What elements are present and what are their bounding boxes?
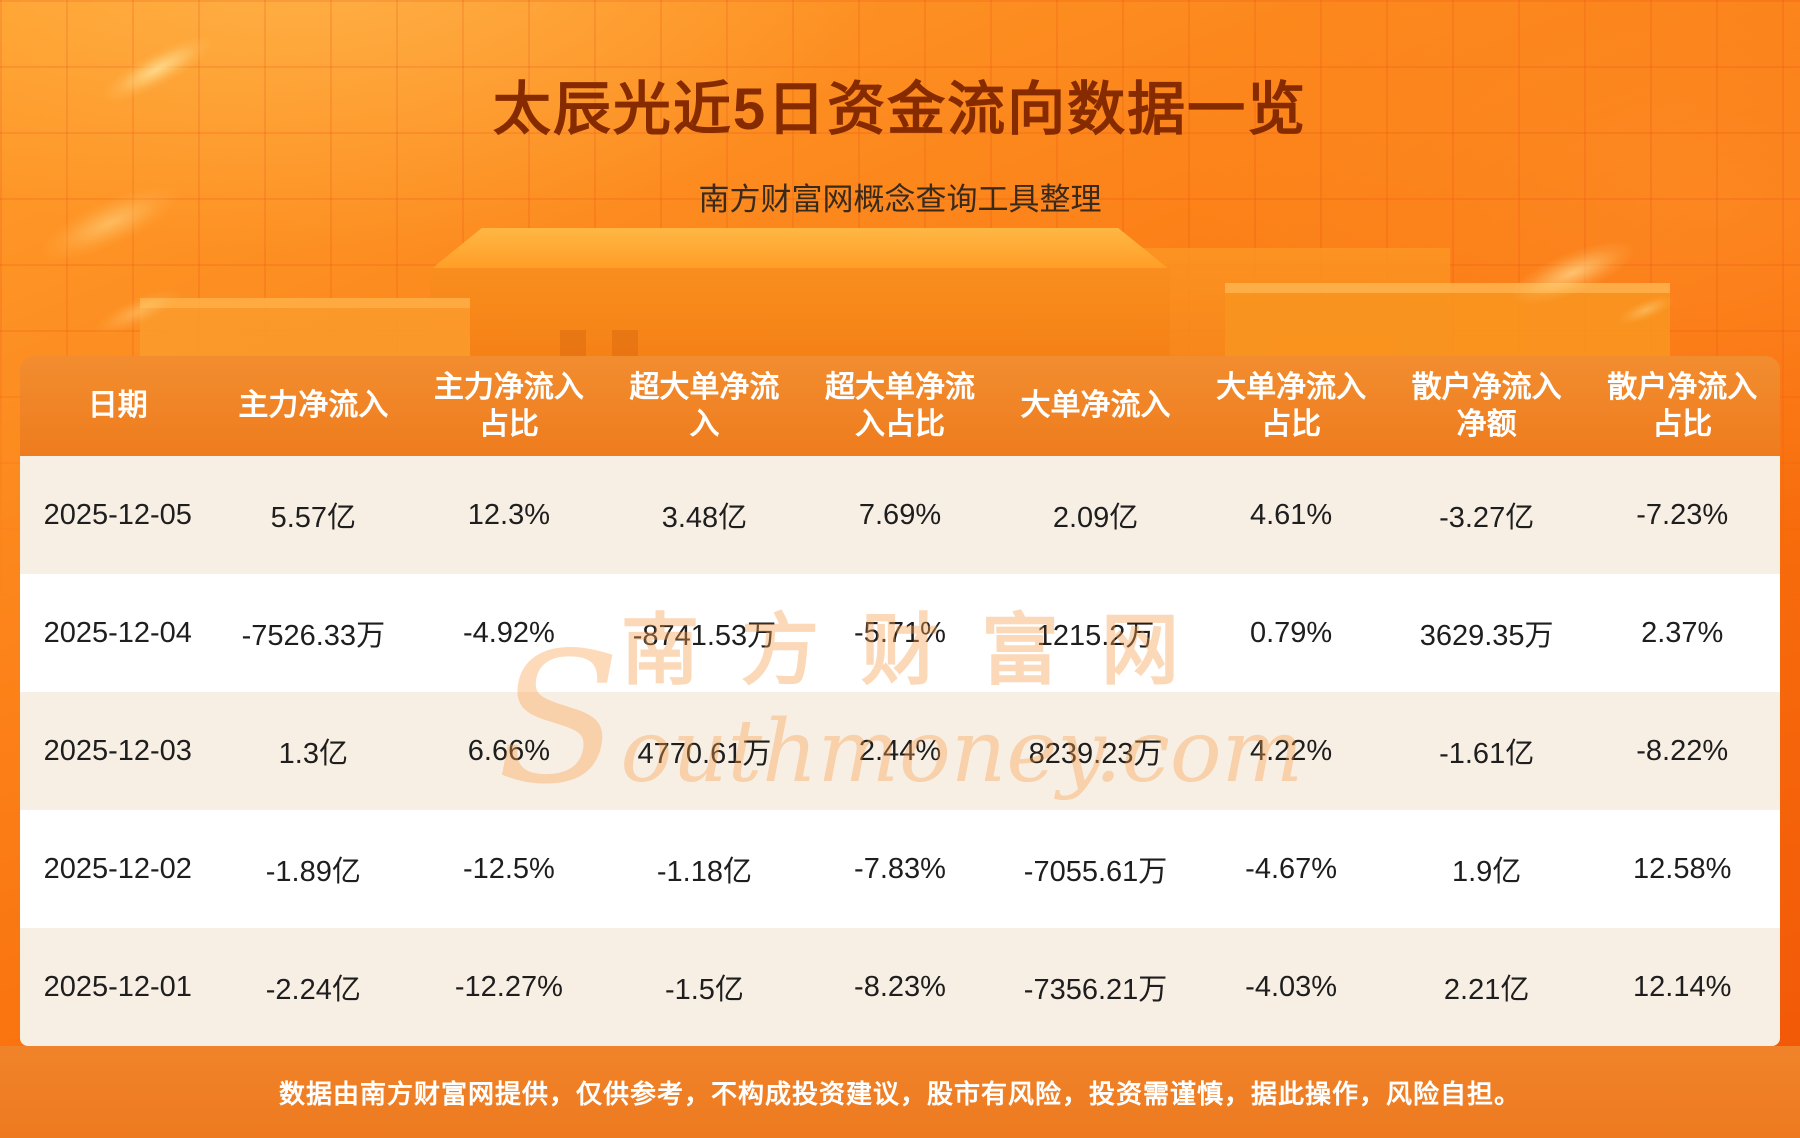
value-cell: 6.66% <box>467 734 550 767</box>
value-cell: -4.92% <box>462 616 555 649</box>
value-cell: -1.5亿 <box>664 974 744 1006</box>
value-cell: 3.48亿 <box>661 502 748 534</box>
value-cell: 8239.23万 <box>1028 738 1163 770</box>
table-row: 2025-12-01 -2.24亿 -12.27% -1.5亿 -8.23% -7356.… <box>20 928 1780 1046</box>
value-cell: 1.3亿 <box>278 738 348 770</box>
value-cell: -7356.21万 <box>1023 974 1168 1006</box>
value-cell: 12.58% <box>1633 852 1732 885</box>
value-cell: 4.22% <box>1249 734 1333 767</box>
column-header: 散户净流入净额 <box>1411 370 1562 442</box>
value-cell: -3.27亿 <box>1439 502 1535 534</box>
value-cell: 2.44% <box>858 734 942 767</box>
date-cell: 2025-12-02 <box>43 852 192 885</box>
value-cell: -4.03% <box>1245 970 1338 1003</box>
table-row: 2025-12-04 -7526.33万 -4.92% -8741.53万 -5.71%… <box>20 574 1780 692</box>
column-header: 大单净流入占比 <box>1216 370 1367 442</box>
fund-flow-table: 日期 主力净流入 主力净流入占比 超大单净流入 超大单净流入占比 大单净流入 大单净流入占比… <box>20 356 1780 1046</box>
column-header: 大单净流入 <box>1020 389 1171 423</box>
value-cell: -7.83% <box>854 852 946 885</box>
footer-bar: 数据由南方财富网提供，仅供参考，不构成投资建议，股市有风险，投资需谨慎，据此操作… <box>0 1046 1800 1138</box>
value-cell: 12.3% <box>467 498 550 531</box>
value-cell: -7055.61万 <box>1023 856 1168 888</box>
value-cell: -1.89亿 <box>265 856 361 888</box>
value-cell: -8.23% <box>854 970 946 1003</box>
value-cell: -7.23% <box>1636 498 1729 531</box>
value-cell: 5.57亿 <box>270 502 357 534</box>
value-cell: -8741.53万 <box>632 620 777 652</box>
date-cell: 2025-12-03 <box>43 734 192 767</box>
value-cell: -1.61亿 <box>1439 738 1535 770</box>
value-cell: 4770.61万 <box>637 738 772 770</box>
value-cell: -5.71% <box>854 616 946 649</box>
column-header: 主力净流入 <box>238 389 389 423</box>
value-cell: -1.18亿 <box>656 856 752 888</box>
value-cell: -8.22% <box>1636 734 1729 767</box>
value-cell: -4.67% <box>1245 852 1338 885</box>
value-cell: 1215.2万 <box>1036 620 1155 652</box>
value-cell: 3629.35万 <box>1419 620 1554 652</box>
value-cell: -2.24亿 <box>265 974 361 1006</box>
table-header-row: 日期 主力净流入 主力净流入占比 超大单净流入 超大单净流入占比 大单净流入 大单净流入占比… <box>20 356 1780 456</box>
value-cell: 12.14% <box>1633 970 1732 1003</box>
column-header: 主力净流入占比 <box>433 370 584 442</box>
value-cell: 0.79% <box>1249 616 1333 649</box>
page-title: 太辰光近5日资金流向数据一览 <box>492 77 1308 142</box>
date-cell: 2025-12-04 <box>43 616 192 649</box>
table-row: 2025-12-02 -1.89亿 -12.5% -1.18亿 -7.83% -7055.… <box>20 810 1780 928</box>
column-header: 超大单净流入占比 <box>824 370 975 442</box>
value-cell: 2.09亿 <box>1052 502 1139 534</box>
date-cell: 2025-12-05 <box>43 498 192 531</box>
column-header: 日期 <box>87 389 148 423</box>
value-cell: -12.27% <box>454 970 563 1003</box>
podium-notch <box>612 330 638 356</box>
value-cell: 2.21亿 <box>1443 974 1530 1006</box>
footer-disclaimer: 数据由南方财富网提供，仅供参考，不构成投资建议，股市有风险，投资需谨慎，据此操作… <box>278 1078 1521 1109</box>
date-cell: 2025-12-01 <box>43 970 192 1003</box>
value-cell: 7.69% <box>858 498 942 531</box>
value-cell: 2.37% <box>1641 616 1724 649</box>
podium-notch <box>560 330 586 356</box>
table-body: 2025-12-05 5.57亿 12.3% 3.48亿 7.69% 2.09亿 4.61%… <box>20 456 1780 1046</box>
value-cell: -12.5% <box>462 852 555 885</box>
column-header: 超大单净流入 <box>629 370 780 442</box>
value-cell: -7526.33万 <box>241 620 386 652</box>
podium-top-face <box>430 228 1170 270</box>
table-row: 2025-12-05 5.57亿 12.3% 3.48亿 7.69% 2.09亿 4.61%… <box>20 456 1780 574</box>
value-cell: 1.9亿 <box>1451 856 1522 888</box>
column-header: 散户净流入占比 <box>1607 370 1758 442</box>
page-subtitle: 南方财富网概念查询工具整理 <box>698 182 1102 217</box>
table-row: 2025-12-03 1.3亿 6.66% 4770.61万 2.44% 8239.23万… <box>20 692 1780 810</box>
value-cell: 4.61% <box>1249 498 1333 531</box>
